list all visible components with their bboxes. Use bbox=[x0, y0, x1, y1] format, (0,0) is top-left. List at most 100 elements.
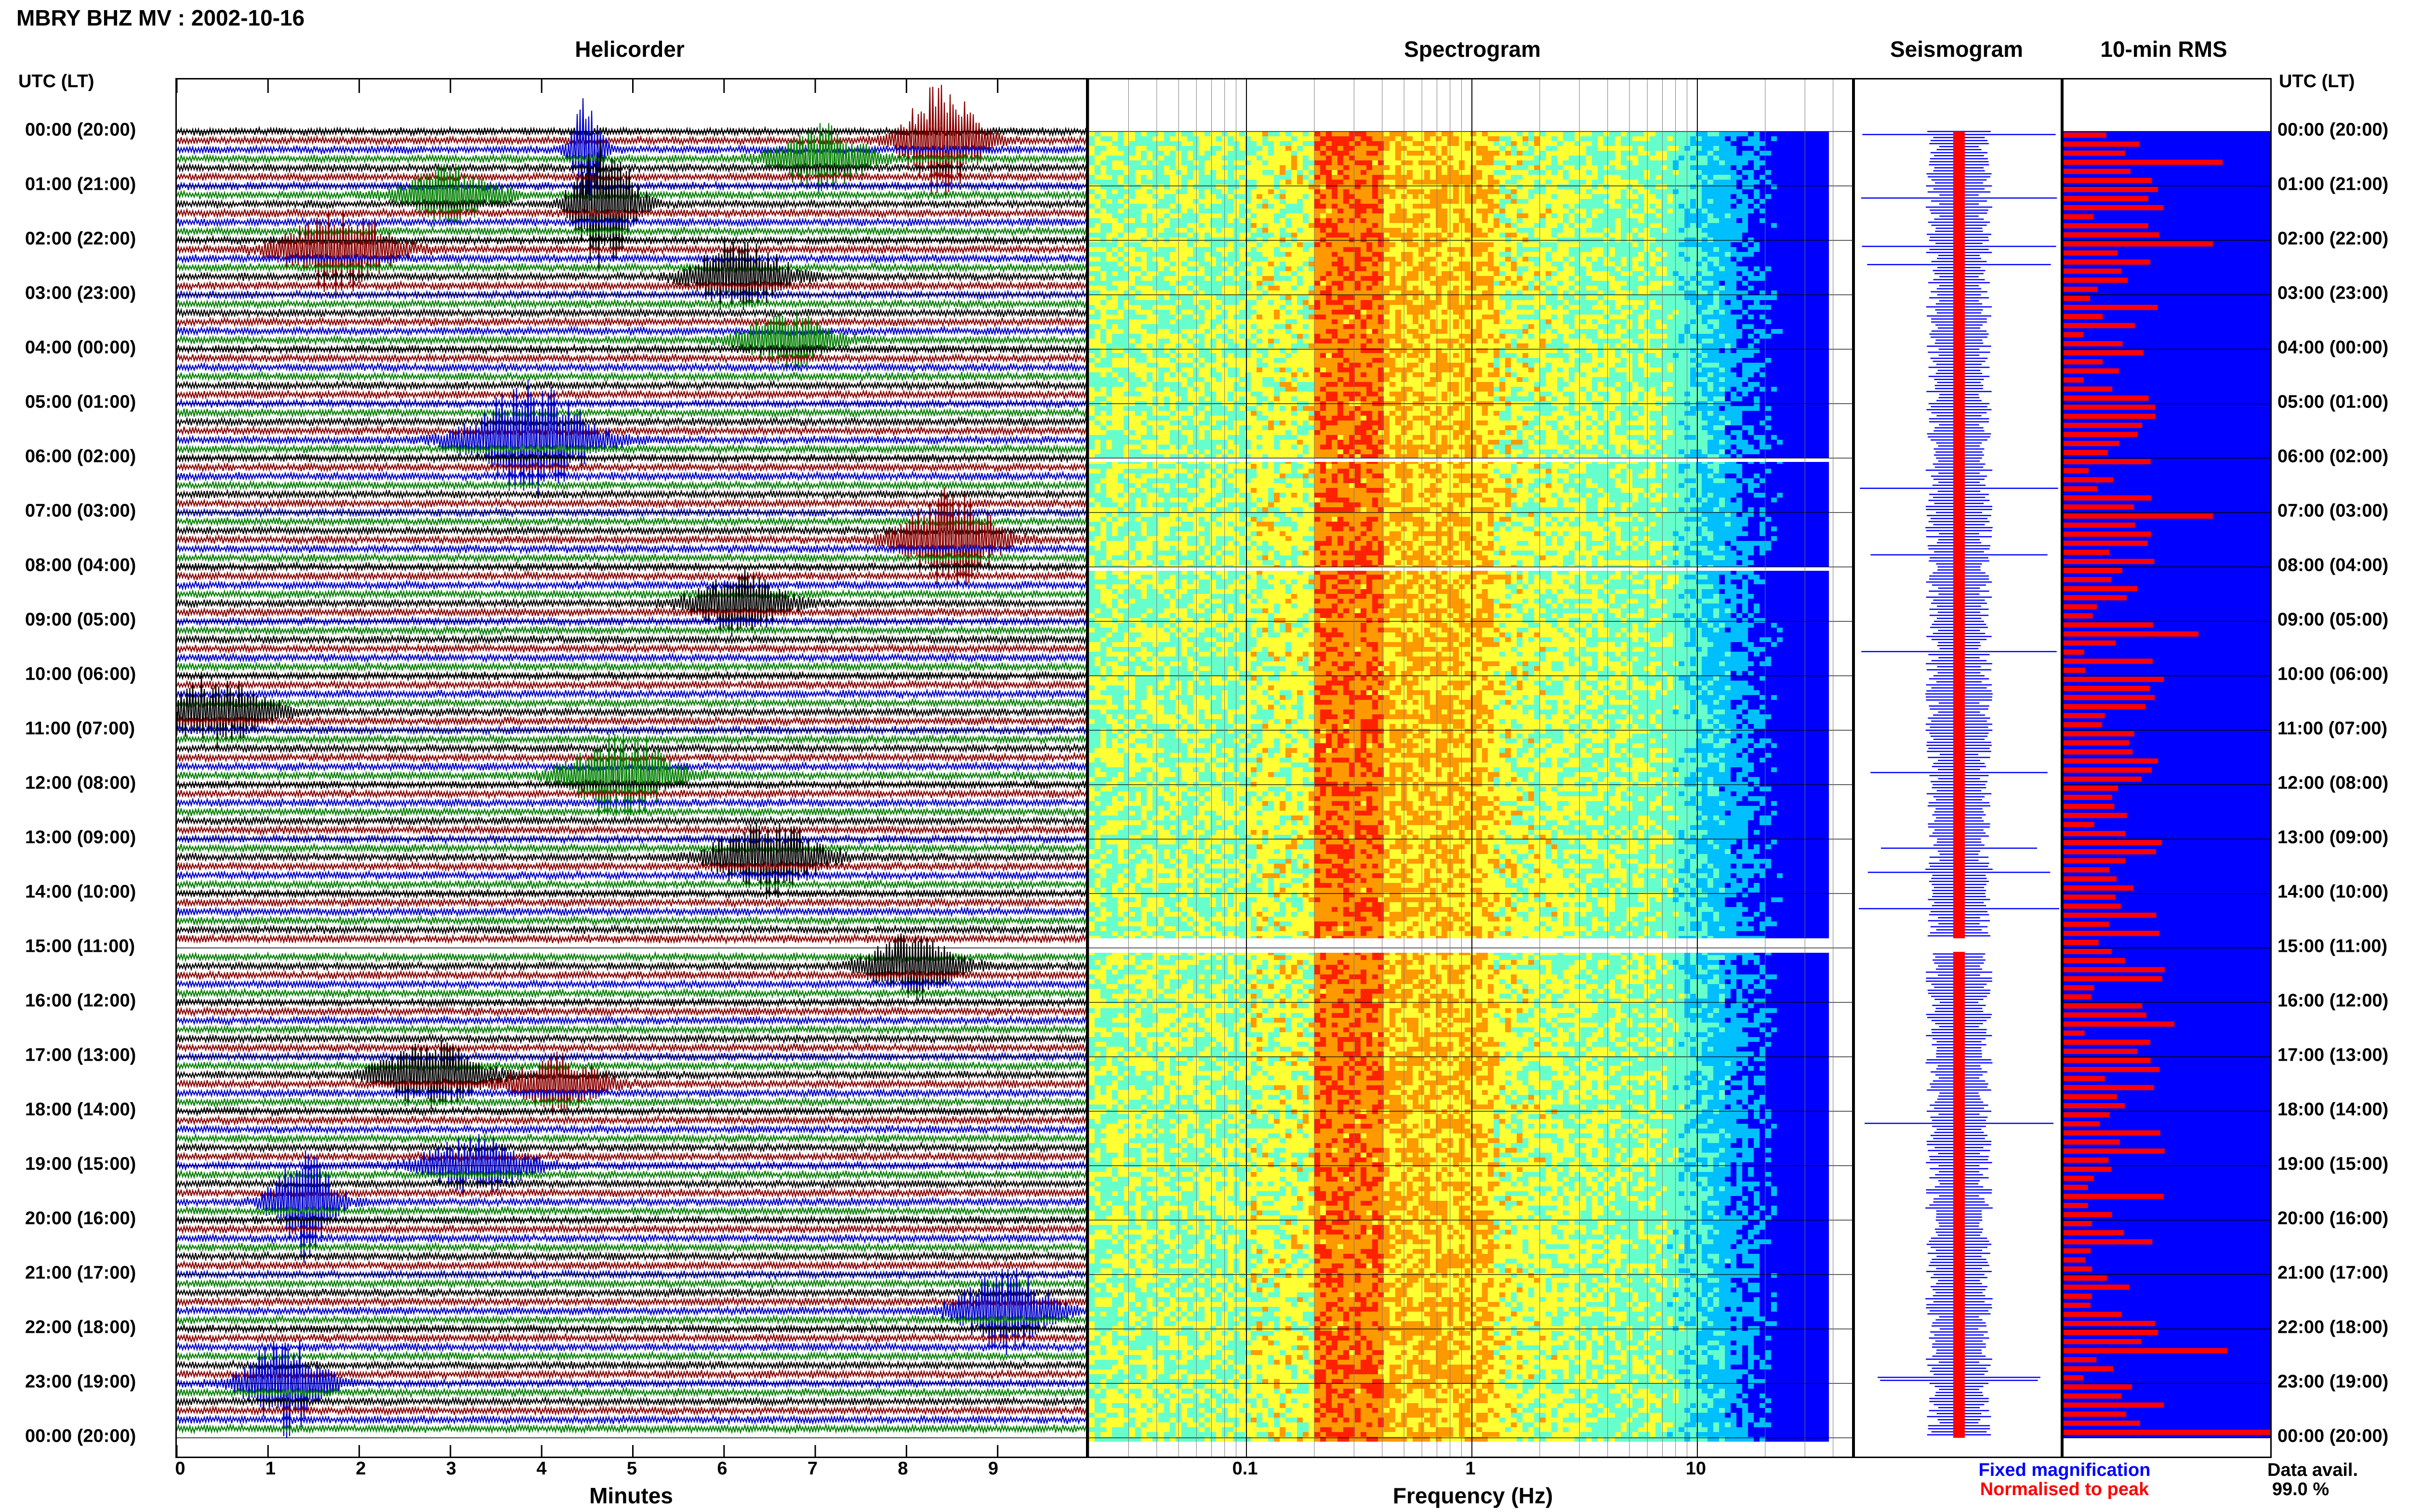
spectrogram-cell bbox=[1725, 213, 1731, 218]
spectrogram-cell bbox=[1378, 151, 1384, 156]
spectrogram-cell bbox=[1378, 252, 1384, 257]
spectrogram-cell bbox=[1124, 165, 1129, 170]
spectrogram-cell bbox=[1112, 300, 1118, 305]
spectrogram-cell bbox=[1806, 209, 1812, 213]
spectrogram-cell bbox=[1285, 160, 1291, 165]
spectrogram-cell bbox=[1257, 305, 1262, 310]
spectrogram-cell bbox=[1580, 257, 1586, 262]
spectrogram-cell bbox=[1280, 252, 1285, 257]
spectrogram-cell bbox=[1210, 286, 1216, 290]
spectrogram-cell bbox=[1534, 156, 1540, 160]
spectrogram-cell bbox=[1106, 151, 1112, 156]
spectrogram-cell bbox=[1418, 213, 1424, 218]
spectrogram-cell bbox=[1534, 146, 1540, 151]
spectrogram-cell bbox=[1731, 165, 1736, 170]
spectrogram-cell bbox=[1817, 242, 1823, 247]
spectrogram-cell bbox=[1563, 300, 1569, 305]
spectrogram-cell bbox=[1170, 223, 1176, 228]
spectrogram-cell bbox=[1320, 131, 1326, 136]
spectrogram-cell bbox=[1147, 295, 1152, 300]
spectrogram-cell bbox=[1355, 276, 1361, 281]
spectrogram-cell bbox=[1147, 223, 1152, 228]
spectrogram-cell bbox=[1719, 204, 1725, 209]
spectrogram-cell bbox=[1314, 180, 1320, 184]
helicorder-trace bbox=[177, 679, 1086, 691]
spectrogram-cell bbox=[1355, 131, 1361, 136]
spectrogram-cell bbox=[1112, 237, 1118, 242]
spectrogram-cell bbox=[1251, 131, 1257, 136]
spectrogram-cell bbox=[1228, 141, 1233, 146]
spectrogram-cell bbox=[1575, 213, 1580, 218]
spectrogram-cell bbox=[1725, 223, 1731, 228]
spectrogram-cell bbox=[1193, 305, 1199, 310]
spectrogram-cell bbox=[1760, 189, 1765, 194]
spectrogram-cell bbox=[1112, 165, 1118, 170]
spectrogram-cell bbox=[1783, 131, 1788, 136]
spectrogram-cell bbox=[1632, 131, 1638, 136]
spectrogram-cell bbox=[1465, 276, 1470, 281]
spectrogram-cell bbox=[1638, 209, 1644, 213]
spectrogram-cell bbox=[1615, 276, 1621, 281]
spectrogram-cell bbox=[1777, 242, 1783, 247]
spectrogram-cell bbox=[1124, 281, 1129, 286]
spectrogram-cell bbox=[1580, 180, 1586, 184]
spectrogram-cell bbox=[1378, 184, 1384, 189]
helicorder-trace bbox=[177, 1150, 1086, 1263]
spectrogram-cell bbox=[1274, 305, 1280, 310]
spectrogram-cell bbox=[1453, 141, 1459, 146]
spectrogram-cell bbox=[1788, 266, 1794, 271]
spectrogram-cell bbox=[1667, 189, 1673, 194]
helicorder-plot bbox=[177, 79, 1086, 1457]
spectrogram-cell bbox=[1245, 228, 1251, 233]
spectrogram-cell bbox=[1470, 276, 1476, 281]
spectrogram-cell bbox=[1407, 295, 1413, 300]
spectrogram-cell bbox=[1522, 213, 1528, 218]
spectrogram-cell bbox=[1280, 146, 1285, 151]
spectrogram-cell bbox=[1650, 262, 1655, 266]
helicorder-trace bbox=[177, 280, 1086, 292]
spectrogram-cell bbox=[1216, 281, 1222, 286]
spectrogram-cell bbox=[1707, 180, 1713, 184]
spectrogram-cell bbox=[1650, 136, 1655, 141]
spectrogram-cell bbox=[1794, 146, 1800, 151]
spectrogram-cell bbox=[1592, 281, 1598, 286]
spectrogram-cell bbox=[1615, 209, 1621, 213]
spectrogram-cell bbox=[1679, 257, 1684, 262]
spectrogram-cell bbox=[1777, 257, 1783, 262]
spectrogram-cell bbox=[1679, 252, 1684, 257]
spectrogram-cell bbox=[1575, 194, 1580, 199]
spectrogram-cell bbox=[1280, 141, 1285, 146]
spectrogram-cell bbox=[1424, 209, 1430, 213]
spectrogram-cell bbox=[1719, 290, 1725, 295]
spectrogram-cell bbox=[1424, 199, 1430, 204]
spectrogram-cell bbox=[1418, 247, 1424, 252]
spectrogram-cell bbox=[1332, 257, 1337, 262]
spectrogram-cell bbox=[1806, 131, 1812, 136]
spectrogram-cell bbox=[1817, 199, 1823, 204]
spectrogram-cell bbox=[1551, 228, 1557, 233]
spectrogram-cell bbox=[1650, 189, 1655, 194]
spectrogram-cell bbox=[1164, 180, 1170, 184]
spectrogram-cell bbox=[1748, 213, 1754, 218]
spectrogram-cell bbox=[1598, 286, 1603, 290]
spectrogram-cell bbox=[1314, 218, 1320, 223]
spectrogram-cell bbox=[1349, 131, 1355, 136]
spectrogram-cell bbox=[1777, 286, 1783, 290]
spectrogram-cell bbox=[1337, 242, 1343, 247]
spectrogram-cell bbox=[1488, 204, 1494, 209]
spectrogram-cell bbox=[1100, 276, 1106, 281]
spectrogram-cell bbox=[1494, 141, 1499, 146]
spectrogram-cell bbox=[1251, 247, 1257, 252]
spectrogram-cell bbox=[1390, 131, 1395, 136]
helicorder-trace bbox=[177, 543, 1086, 555]
helicorder-trace bbox=[177, 85, 1086, 196]
spectrogram-cell bbox=[1690, 281, 1696, 286]
spectrogram-cell bbox=[1118, 218, 1124, 223]
spectrogram-cell bbox=[1823, 180, 1829, 184]
spectrogram-cell bbox=[1251, 295, 1257, 300]
spectrogram-cell bbox=[1470, 228, 1476, 233]
spectrogram-cell bbox=[1638, 271, 1644, 276]
spectrogram-cell bbox=[1216, 131, 1222, 136]
spectrogram-cell bbox=[1251, 146, 1257, 151]
spectrogram-cell bbox=[1777, 271, 1783, 276]
